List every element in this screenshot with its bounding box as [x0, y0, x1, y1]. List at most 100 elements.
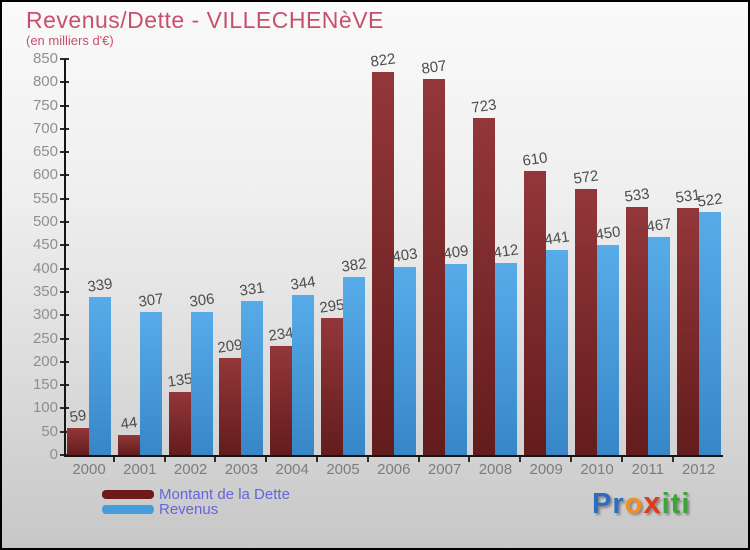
value-label-dette-2010: 572	[572, 167, 600, 188]
value-label-revenus-2006: 403	[391, 245, 419, 266]
bar-revenus-2005	[343, 277, 365, 455]
y-tick-label: 400	[32, 259, 58, 277]
x-label-2009: 2009	[529, 461, 563, 478]
bar-dette-2009	[524, 171, 547, 455]
x-tick	[265, 457, 268, 462]
y-tick-label: 650	[32, 143, 58, 161]
value-label-dette-2011: 533	[623, 185, 651, 206]
x-label-2002: 2002	[173, 461, 208, 478]
y-tick-label: 50	[41, 422, 58, 440]
value-label-dette-2002: 135	[166, 370, 194, 391]
x-label-2005: 2005	[326, 461, 360, 478]
bar-revenus-2010	[597, 245, 619, 455]
x-tick	[316, 457, 318, 462]
y-tick-label: 250	[32, 329, 58, 347]
bar-dette-2007	[422, 79, 445, 455]
y-tick-label: 300	[32, 306, 58, 324]
x-label-2004: 2004	[275, 461, 309, 478]
bar-revenus-2001	[139, 312, 162, 455]
value-label-revenus-2009: 441	[543, 228, 571, 249]
plot-area: 59 339 44 307 135 306 209 331 234 344 295 382 822 403…	[64, 50, 724, 457]
bar-dette-2010	[575, 189, 597, 455]
legend-swatch-dette	[102, 490, 154, 499]
value-label-dette-2000: 59	[68, 406, 88, 427]
y-tick-label: 100	[32, 399, 58, 417]
value-label-revenus-2008: 412	[492, 241, 520, 262]
bar-revenus-2012	[698, 212, 721, 455]
bar-dette-2008	[473, 118, 496, 455]
bar-dette-2003	[219, 358, 242, 455]
x-tick	[112, 457, 115, 462]
y-tick-label: 500	[32, 213, 58, 231]
bar-revenus-2008	[495, 263, 518, 455]
x-tick	[671, 457, 674, 462]
value-label-dette-2009: 610	[521, 149, 549, 170]
value-label-revenus-2010: 450	[594, 223, 622, 244]
value-label-revenus-2004: 344	[289, 273, 317, 294]
value-label-revenus-2007: 409	[442, 242, 470, 263]
logo-part-0: Pr	[592, 488, 625, 520]
x-label-2011: 2011	[631, 461, 664, 478]
legend-label: Revenus	[159, 501, 219, 518]
y-tick-label: 550	[32, 189, 58, 207]
value-label-revenus-2003: 331	[238, 279, 266, 300]
bar-dette-2011	[625, 207, 648, 455]
value-label-dette-2005: 295	[318, 296, 346, 317]
value-label-dette-2001: 44	[119, 413, 139, 434]
legend-item-dette: Montant de la Dette	[102, 486, 290, 503]
logo-part-3: iti	[661, 488, 691, 520]
bar-dette-2004	[270, 346, 293, 455]
bar-dette-2012	[676, 208, 699, 455]
value-label-revenus-2011: 467	[645, 215, 673, 236]
x-label-2012: 2012	[681, 461, 716, 478]
bar-dette-2006	[371, 72, 394, 455]
x-label-2001: 2001	[123, 461, 157, 478]
legend-swatch-revenus	[102, 505, 154, 514]
y-tick-label: 600	[32, 166, 58, 184]
x-label-2006: 2006	[377, 461, 411, 478]
y-tick-label: 800	[32, 73, 58, 91]
value-label-revenus-2001: 307	[137, 290, 165, 311]
x-label-2010: 2010	[580, 461, 614, 478]
value-label-dette-2006: 822	[369, 50, 397, 71]
x-tick	[163, 457, 166, 462]
bar-revenus-2006	[393, 267, 416, 455]
chart-subtitle: (en milliers d'€)	[26, 33, 114, 48]
x-tick	[620, 457, 623, 462]
bar-revenus-2011	[647, 237, 670, 455]
x-label-2000: 2000	[72, 461, 106, 478]
proxiti-logo: Proxiti	[592, 485, 690, 521]
x-label-2007: 2007	[427, 461, 462, 478]
legend-label: Montant de la Dette	[159, 486, 290, 503]
logo-part-1: o	[624, 488, 644, 520]
x-tick	[214, 457, 217, 462]
value-label-revenus-2002: 306	[188, 290, 216, 311]
y-tick-label: 0	[49, 446, 58, 463]
y-tick-label: 350	[32, 282, 58, 300]
value-label-dette-2007: 807	[420, 57, 448, 78]
y-tick-label: 850	[32, 50, 58, 67]
bar-dette-2001	[117, 435, 140, 455]
x-tick	[366, 457, 369, 462]
value-label-dette-2004: 234	[267, 324, 295, 345]
bar-revenus-2000	[89, 297, 111, 455]
value-label-revenus-2000: 339	[86, 275, 114, 296]
x-tick	[519, 457, 522, 462]
bar-revenus-2007	[444, 264, 467, 455]
bar-dette-2002	[168, 392, 191, 455]
value-label-revenus-2005: 382	[340, 255, 368, 276]
x-tick	[468, 457, 471, 462]
logo-part-2: x	[643, 485, 662, 520]
y-tick-label: 200	[32, 352, 58, 370]
bar-dette-2000	[67, 428, 89, 455]
legend-item-revenus: Revenus	[102, 501, 290, 518]
y-tick-label: 750	[32, 96, 58, 114]
bar-revenus-2003	[241, 301, 264, 455]
bar-revenus-2009	[546, 250, 569, 455]
value-label-dette-2008: 723	[470, 96, 498, 117]
x-label-2008: 2008	[478, 461, 513, 478]
value-label-dette-2003: 209	[216, 336, 244, 357]
y-tick-label: 700	[32, 119, 58, 137]
value-label-revenus-2012: 522	[696, 190, 724, 211]
